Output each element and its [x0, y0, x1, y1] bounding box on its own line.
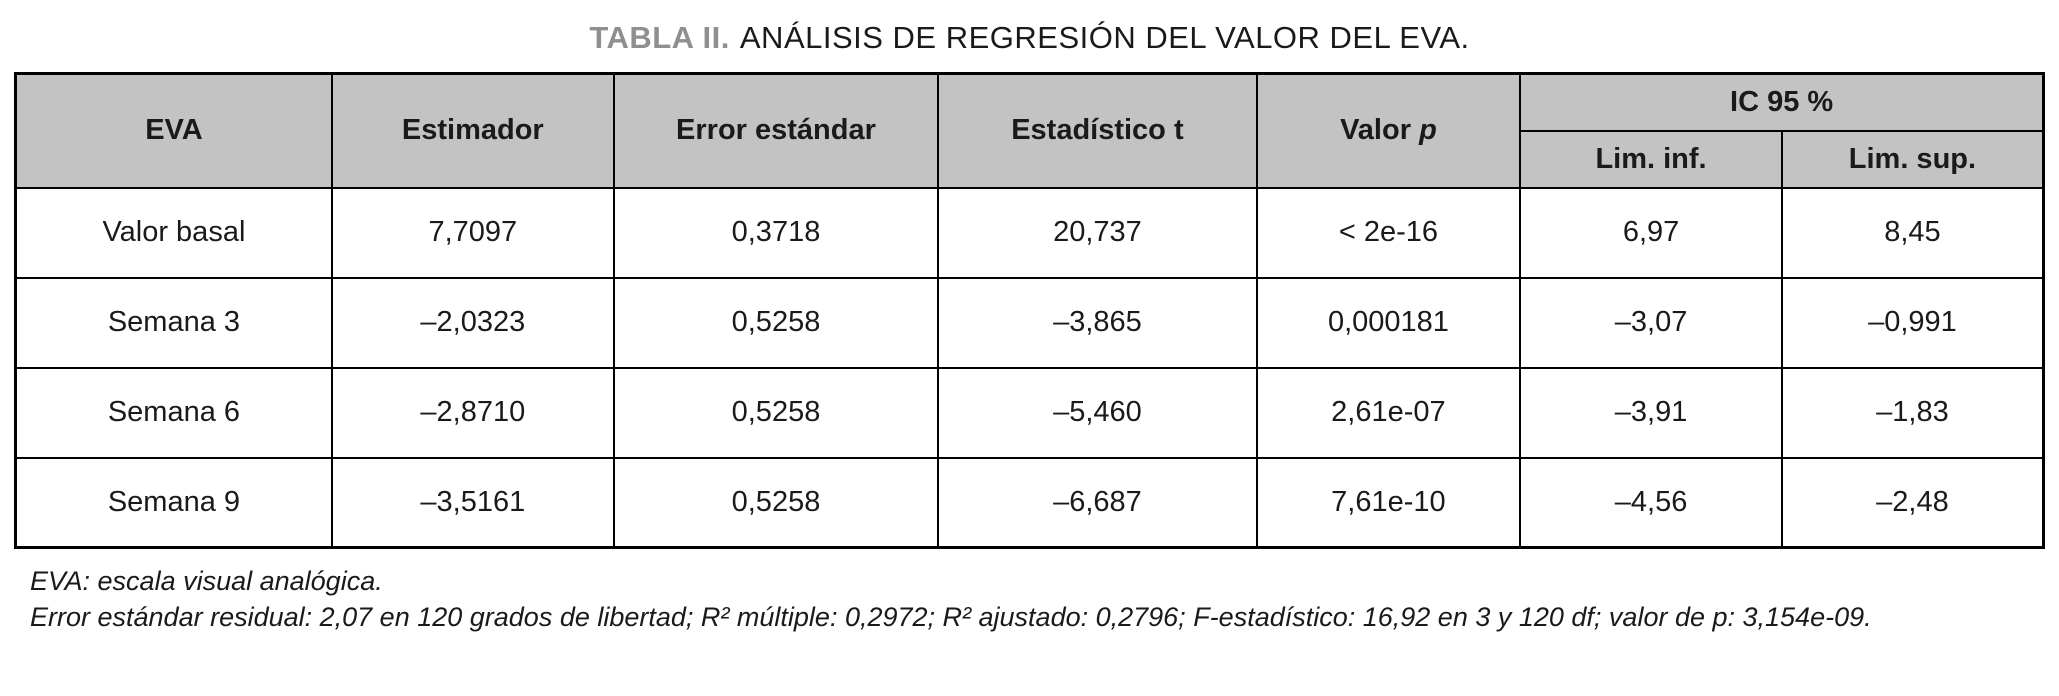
cell-p: 7,61e-10	[1255, 456, 1522, 549]
cell-t: –6,687	[937, 456, 1258, 549]
cell-error: 0,5258	[612, 276, 940, 369]
cell-estimador: –2,8710	[330, 366, 615, 459]
table-row: Semana 3 –2,0323 0,5258 –3,865 0,000181 …	[14, 276, 2045, 369]
cell-estimador: 7,7097	[330, 186, 615, 279]
header-row-1: EVA Estimador Error estándar Estadístico…	[14, 72, 2045, 189]
table-body: Valor basal 7,7097 0,3718 20,737 < 2e-16…	[14, 186, 2045, 549]
regression-table: EVA Estimador Error estándar Estadístico…	[14, 72, 2045, 549]
header-cell-ic95: IC 95 %	[1519, 72, 2045, 132]
table-title-text: ANÁLISIS DE REGRESIÓN DEL VALOR DEL EVA.	[739, 20, 1470, 55]
header-cell-error-estandar: Error estándar	[612, 72, 940, 189]
cell-eva: Semana 3	[14, 276, 333, 369]
cell-error: 0,5258	[612, 366, 940, 459]
cell-error: 0,5258	[612, 456, 940, 549]
header-cell-valor-p: Valor p	[1255, 72, 1522, 189]
header-row-2: Lim. inf. Lim. sup.	[16, 129, 2045, 189]
cell-p: 2,61e-07	[1255, 366, 1522, 459]
table-row: Semana 6 –2,8710 0,5258 –5,460 2,61e-07 …	[14, 366, 2045, 459]
cell-lim-inf: 6,97	[1519, 186, 1783, 279]
cell-lim-inf: –4,56	[1519, 456, 1783, 549]
cell-lim-sup: –0,991	[1780, 276, 2045, 369]
cell-eva: Valor basal	[14, 186, 333, 279]
header-cell-eva: EVA	[14, 72, 333, 189]
cell-t: –5,460	[937, 366, 1258, 459]
valor-p-prefix: Valor	[1340, 114, 1420, 147]
footnote-line2: Error estándar residual: 2,07 en 120 gra…	[30, 602, 1872, 633]
table-footnotes: EVA: escala visual analógica. Error está…	[30, 563, 2020, 636]
cell-p: < 2e-16	[1255, 186, 1522, 279]
cell-lim-sup: –2,48	[1780, 456, 2045, 549]
table-row: Semana 9 –3,5161 0,5258 –6,687 7,61e-10 …	[14, 456, 2045, 549]
cell-lim-inf: –3,07	[1519, 276, 1783, 369]
cell-error: 0,3718	[612, 186, 940, 279]
table-header: EVA Estimador Error estándar Estadístico…	[14, 72, 2045, 189]
cell-lim-sup: 8,45	[1780, 186, 2045, 279]
footnote-line1: EVA: escala visual analógica.	[30, 566, 383, 596]
table-title: TABLA II. ANÁLISIS DE REGRESIÓN DEL VALOR…	[14, 20, 2045, 56]
cell-t: –3,865	[937, 276, 1258, 369]
cell-eva: Semana 9	[14, 456, 333, 549]
table-title-label: TABLA II.	[589, 20, 730, 55]
cell-estimador: –2,0323	[330, 276, 615, 369]
cell-p: 0,000181	[1255, 276, 1522, 369]
header-cell-estimador: Estimador	[330, 72, 615, 189]
cell-lim-inf: –3,91	[1519, 366, 1783, 459]
cell-lim-sup: –1,83	[1780, 366, 2045, 459]
cell-eva: Semana 6	[14, 366, 333, 459]
cell-estimador: –3,5161	[330, 456, 615, 549]
cell-t: 20,737	[937, 186, 1258, 279]
header-cell-lim-sup: Lim. sup.	[1780, 129, 2045, 189]
header-cell-lim-inf: Lim. inf.	[1519, 129, 1783, 189]
valor-p-symbol: p	[1419, 114, 1437, 147]
table-row: Valor basal 7,7097 0,3718 20,737 < 2e-16…	[14, 186, 2045, 279]
header-cell-estadistico-t: Estadístico t	[937, 72, 1258, 189]
